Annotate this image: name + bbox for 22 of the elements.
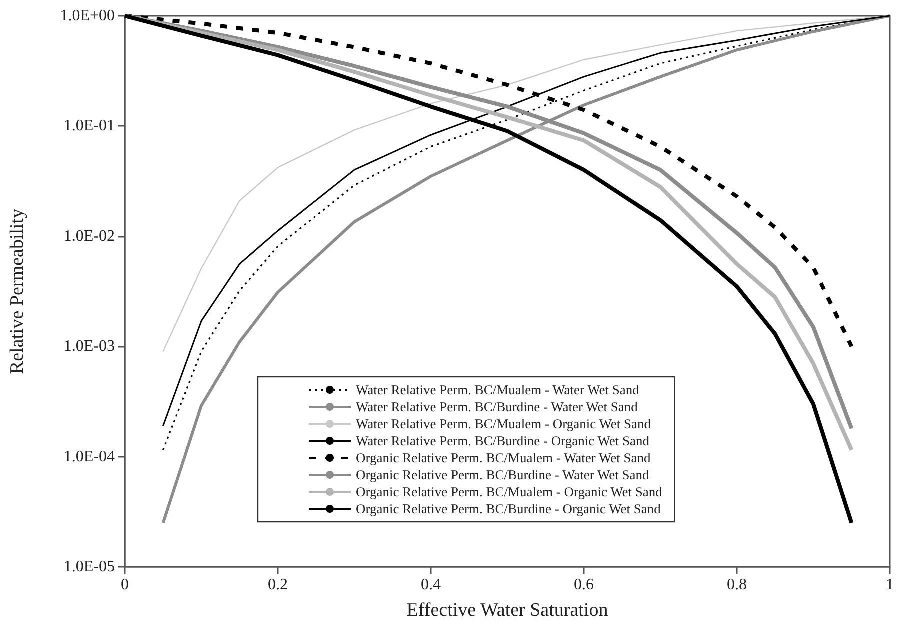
y-tick-label: 1.0E-01 xyxy=(64,118,115,135)
legend-label: Organic Relative Perm. BC/Mualem - Organic Wet Sand xyxy=(356,484,663,500)
legend-label: Organic Relative Perm. BC/Burdine - Organic Wet Sand xyxy=(356,502,662,516)
y-axis-title: Relative Permeability xyxy=(7,208,28,374)
y-tick-label: 1.0E+00 xyxy=(60,8,115,24)
y-tick-label: 1.0E-04 xyxy=(64,448,115,466)
legend-label: Organic Relative Perm. BC/Burdine - Water Wet Sand xyxy=(356,468,650,482)
y-tick-label: 1.0E-05 xyxy=(64,558,115,576)
x-tick-label: 0 xyxy=(121,576,129,594)
legend-label: Water Relative Perm. BC/Mualem - Water Wet Sand xyxy=(356,382,640,398)
legend-label: Water Relative Perm. BC/Burdine - Organic Wet Sand xyxy=(356,434,650,448)
y-tick-label: 1.0E-03 xyxy=(64,338,115,356)
x-tick-label: 1 xyxy=(886,576,894,594)
legend-label: Organic Relative Perm. BC/Mualem - Water Wet Sand xyxy=(356,450,652,466)
x-tick-label: 0.6 xyxy=(574,576,594,594)
legend-label: Water Relative Perm. BC/Burdine - Water Wet Sand xyxy=(356,400,638,414)
x-axis-title: Effective Water Saturation xyxy=(406,600,609,621)
x-tick-label: 0.2 xyxy=(268,576,288,594)
x-tick-label: 0.4 xyxy=(421,576,441,594)
legend-label: Water Relative Perm. BC/Mualem - Organic Wet Sand xyxy=(356,416,652,432)
x-tick-label: 0.8 xyxy=(727,576,747,594)
y-tick-label: 1.0E-02 xyxy=(64,228,115,245)
